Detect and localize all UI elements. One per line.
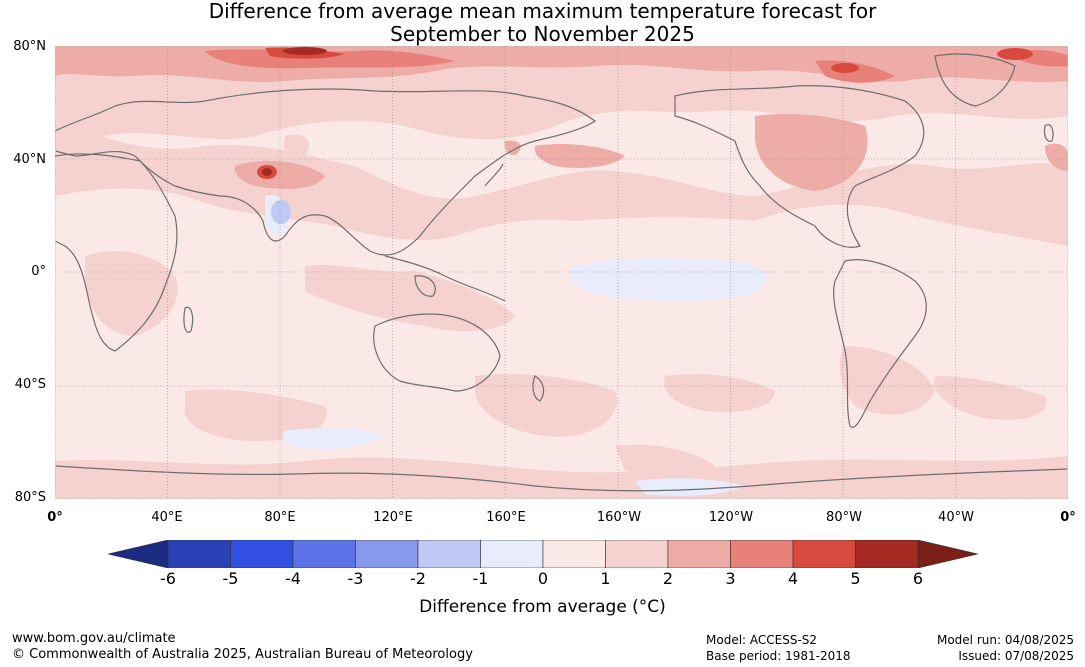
colorbar-tick-label: -6 xyxy=(160,569,176,588)
colorbar-title: Difference from average (°C) xyxy=(419,597,666,617)
lat-label-80n: 80°N xyxy=(13,39,46,54)
colorbar-segment xyxy=(167,539,231,569)
lat-label-40n: 40°N xyxy=(13,152,46,167)
anomaly-negative-regions xyxy=(265,195,767,496)
lon-label-80w: 80°W xyxy=(826,510,862,525)
colorbar-segment xyxy=(730,539,794,569)
colorbar-segment xyxy=(417,539,481,569)
footer-url: www.bom.gov.au/climate xyxy=(12,631,176,646)
colorbar-segment xyxy=(667,539,731,569)
lat-label-0: 0° xyxy=(31,264,46,279)
colorbar-segment xyxy=(792,539,856,569)
colorbar-tick-label: 1 xyxy=(600,569,611,588)
coastlines xyxy=(55,53,1068,492)
title-line-2: September to November 2025 xyxy=(390,22,695,46)
colorbar-segment xyxy=(480,539,544,569)
lat-label-80s: 80°S xyxy=(14,490,46,505)
footer-model-run: Model run: 04/08/2025 xyxy=(936,633,1074,647)
footer-copyright: © Commonwealth of Australia 2025, Austra… xyxy=(12,647,473,662)
colorbar-extend-low xyxy=(107,539,169,569)
colorbar-segment xyxy=(230,539,294,569)
title-line-1: Difference from average mean maximum tem… xyxy=(208,0,877,23)
colorbar-tick-label: -2 xyxy=(410,569,426,588)
graticule xyxy=(55,46,1068,499)
chart-title: Difference from average mean maximum tem… xyxy=(0,0,1085,46)
colorbar-tick-label: 2 xyxy=(662,569,674,588)
lon-label-120w: 120°W xyxy=(708,510,754,525)
lon-label-160w: 160°W xyxy=(596,510,642,525)
forecast-map xyxy=(55,46,1068,499)
colorbar-segment xyxy=(355,539,419,569)
colorbar-segment xyxy=(855,539,919,569)
lon-label-40e: 40°E xyxy=(151,510,183,525)
footer-base-period: Base period: 1981-2018 xyxy=(706,649,851,663)
colorbar-tick-label: -1 xyxy=(472,569,489,588)
lon-label-0-right: 0° xyxy=(1060,510,1076,525)
lon-label-120e: 120°E xyxy=(373,510,413,525)
colorbar-svg xyxy=(107,539,979,569)
colorbar xyxy=(107,539,979,569)
colorbar-segment xyxy=(605,539,669,569)
lon-label-40w: 40°W xyxy=(938,510,974,525)
footer-model: Model: ACCESS-S2 xyxy=(706,633,818,647)
colorbar-extend-high xyxy=(917,539,979,569)
anomaly-5-6-regions xyxy=(262,47,327,176)
colorbar-tick-label: 6 xyxy=(912,569,924,588)
lon-label-80e: 80°E xyxy=(264,510,296,525)
colorbar-segment xyxy=(292,539,356,569)
colorbar-tick-label: 5 xyxy=(850,569,861,588)
colorbar-tick-label: -3 xyxy=(347,569,364,588)
map-svg xyxy=(55,46,1068,499)
colorbar-tick-label: -5 xyxy=(222,569,239,588)
footer-issued: Issued: 07/08/2025 xyxy=(958,649,1074,663)
lat-label-40s: 40°S xyxy=(14,377,46,392)
colorbar-tick-label: 4 xyxy=(787,569,799,588)
lon-label-160e: 160°E xyxy=(486,510,526,525)
colorbar-tick-label: 0 xyxy=(537,569,549,588)
lon-label-0-left: 0° xyxy=(47,510,63,525)
colorbar-tick-label: 3 xyxy=(725,569,736,588)
colorbar-segment xyxy=(542,539,606,569)
colorbar-tick-label: -4 xyxy=(285,569,301,588)
anomaly-minus-2-regions xyxy=(271,200,291,224)
